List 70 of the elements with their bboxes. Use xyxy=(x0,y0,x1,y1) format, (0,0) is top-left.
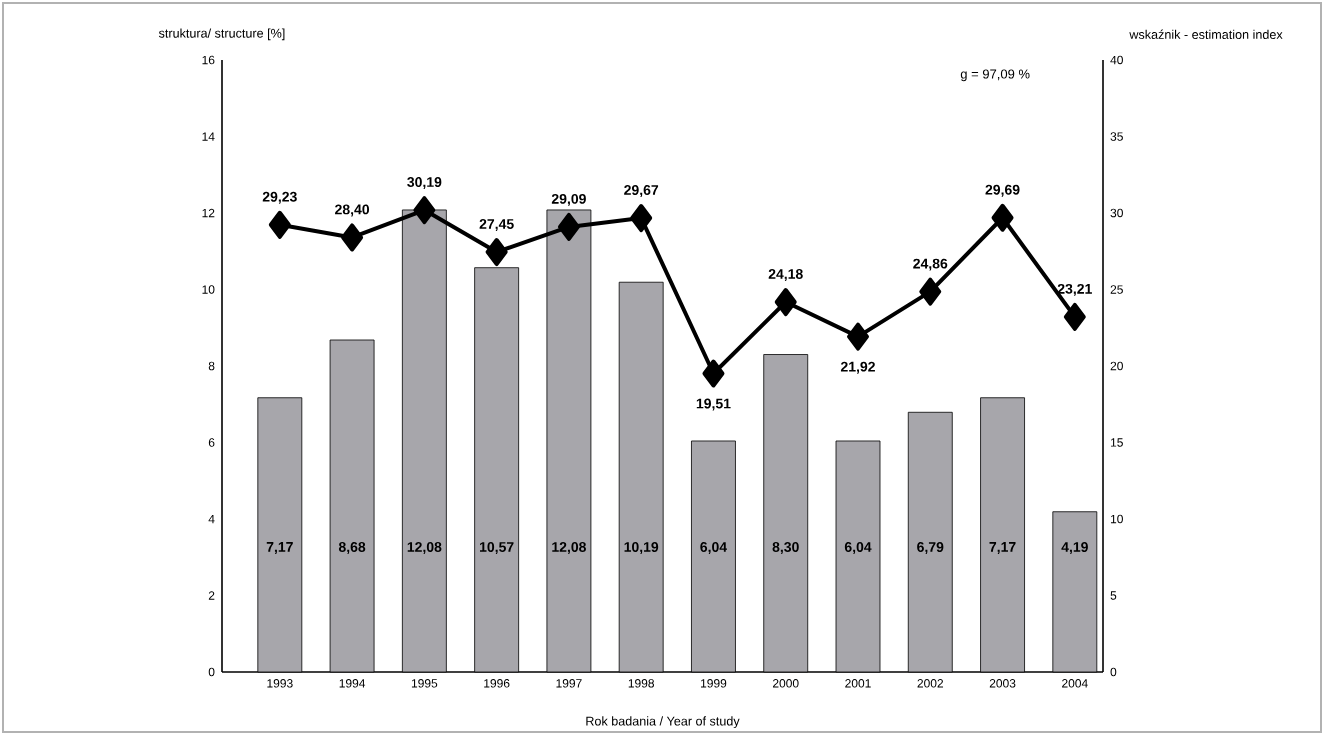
y2-tick-label: 10 xyxy=(1110,514,1123,524)
x-tick-label: 2003 xyxy=(989,679,1016,688)
y-tick-label: 6 xyxy=(208,438,215,447)
y-tick-label: 12 xyxy=(202,208,215,218)
data-label: 8,68 xyxy=(338,542,366,554)
point xyxy=(1063,302,1086,331)
point xyxy=(557,212,580,241)
y-tick-label: 2 xyxy=(208,591,215,600)
data-label: 12,08 xyxy=(407,542,442,554)
data-label: 12,08 xyxy=(552,542,586,554)
data-label: 10,57 xyxy=(480,542,514,554)
y-tick-label: 4 xyxy=(208,514,215,524)
point xyxy=(847,322,869,351)
data-label: 29,69 xyxy=(985,184,1020,197)
point xyxy=(702,359,725,388)
y-tick-label: 0 xyxy=(208,667,215,677)
y2-axis-title: wskaźnik - estimation index xyxy=(1129,29,1283,39)
y2-tick-label: 25 xyxy=(1110,285,1123,294)
y2-tick-label: 40 xyxy=(1110,55,1123,65)
data-label: 30,19 xyxy=(407,177,442,190)
y2-tick-label: 20 xyxy=(1110,361,1123,371)
data-label: 8,30 xyxy=(772,542,799,554)
data-label: 19,51 xyxy=(696,398,731,411)
point xyxy=(268,210,291,239)
x-tick-label: 2004 xyxy=(1062,679,1088,688)
point xyxy=(991,203,1014,232)
x-tick-label: 1999 xyxy=(701,679,727,688)
data-label: 6,04 xyxy=(844,542,872,554)
y-tick-label: 8 xyxy=(208,361,215,371)
y2-tick-label: 5 xyxy=(1110,591,1117,600)
data-label: 29,09 xyxy=(551,193,586,206)
x-tick-label: 1995 xyxy=(411,679,438,688)
data-label: 24,86 xyxy=(913,258,948,271)
data-label: 10,19 xyxy=(624,542,659,554)
data-label: 28,40 xyxy=(335,204,370,217)
y2-tick-label: 0 xyxy=(1110,667,1117,677)
x-tick-label: 2000 xyxy=(772,679,799,688)
data-label: 29,67 xyxy=(624,185,659,197)
data-label: 27,45 xyxy=(479,219,514,231)
y2-tick-label: 30 xyxy=(1110,208,1123,218)
x-tick-label: 1994 xyxy=(339,679,366,688)
data-label: 7,17 xyxy=(989,542,1016,554)
point xyxy=(919,277,942,306)
y2-tick-label: 35 xyxy=(1110,132,1123,141)
x-tick-label: 2002 xyxy=(917,679,944,688)
point xyxy=(485,238,508,267)
data-label: 21,92 xyxy=(840,361,875,374)
x-tick-label: 2001 xyxy=(845,679,871,688)
data-label: 23,21 xyxy=(1057,283,1092,296)
x-tick-label: 1996 xyxy=(484,679,510,688)
data-label: 4,19 xyxy=(1061,542,1088,554)
x-tick-label: 1993 xyxy=(267,679,293,688)
x-tick-label: 1998 xyxy=(628,679,654,688)
point xyxy=(413,196,436,225)
point xyxy=(341,223,364,252)
x-axis-title: Rok badania / Year of study xyxy=(586,716,740,729)
data-label: 6,04 xyxy=(700,542,728,554)
data-label: 7,17 xyxy=(266,542,293,554)
x-tick-label: 1997 xyxy=(556,679,582,688)
data-label: 6,79 xyxy=(917,542,944,554)
data-label: 29,23 xyxy=(262,191,297,204)
y-tick-label: 16 xyxy=(202,55,215,65)
point xyxy=(630,204,653,233)
y-tick-label: 10 xyxy=(202,285,215,294)
y-axis-title: struktura/ structure [%] xyxy=(158,28,285,41)
y2-tick-label: 15 xyxy=(1110,438,1123,447)
point xyxy=(774,288,797,317)
data-label: 24,18 xyxy=(768,269,803,281)
annotation: g = 97,09 % xyxy=(960,69,1030,82)
y-tick-label: 14 xyxy=(202,132,215,141)
